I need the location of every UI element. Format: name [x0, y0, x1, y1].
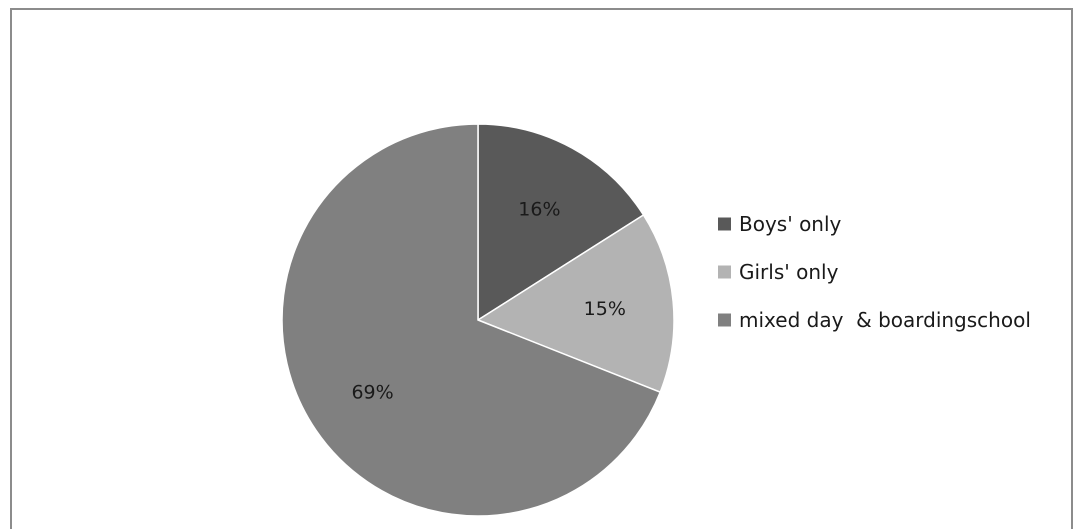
legend-label: mixed day & boardingschool: [739, 308, 1031, 332]
data-label-boys-only: 16%: [518, 198, 560, 220]
legend-swatch: [718, 313, 731, 327]
legend-swatch: [718, 217, 731, 231]
data-label-mixed-day-boardingschool: 69%: [351, 382, 393, 404]
legend-label: Boys' only: [739, 212, 842, 236]
legend-item-boys-only: Boys' only: [718, 212, 842, 236]
pie-data-labels: 16% 15% 69%: [351, 198, 625, 403]
legend-label: Girls' only: [739, 260, 839, 284]
legend-item-girls-only: Girls' only: [718, 260, 839, 284]
pie-slice-boys-only: [477, 123, 645, 322]
pie-slices: [281, 123, 675, 517]
legend-swatch: [718, 265, 731, 279]
pie-slice-mixed-day-boardingschool: [281, 123, 662, 517]
pie-slice-girls-only: [476, 213, 675, 394]
legend: Boys' only Girls' only mixed day & boardin…: [718, 212, 1031, 332]
data-label-girls-only: 15%: [584, 298, 626, 320]
legend-item-mixed-day-boardingschool: mixed day & boardingschool: [718, 308, 1031, 332]
